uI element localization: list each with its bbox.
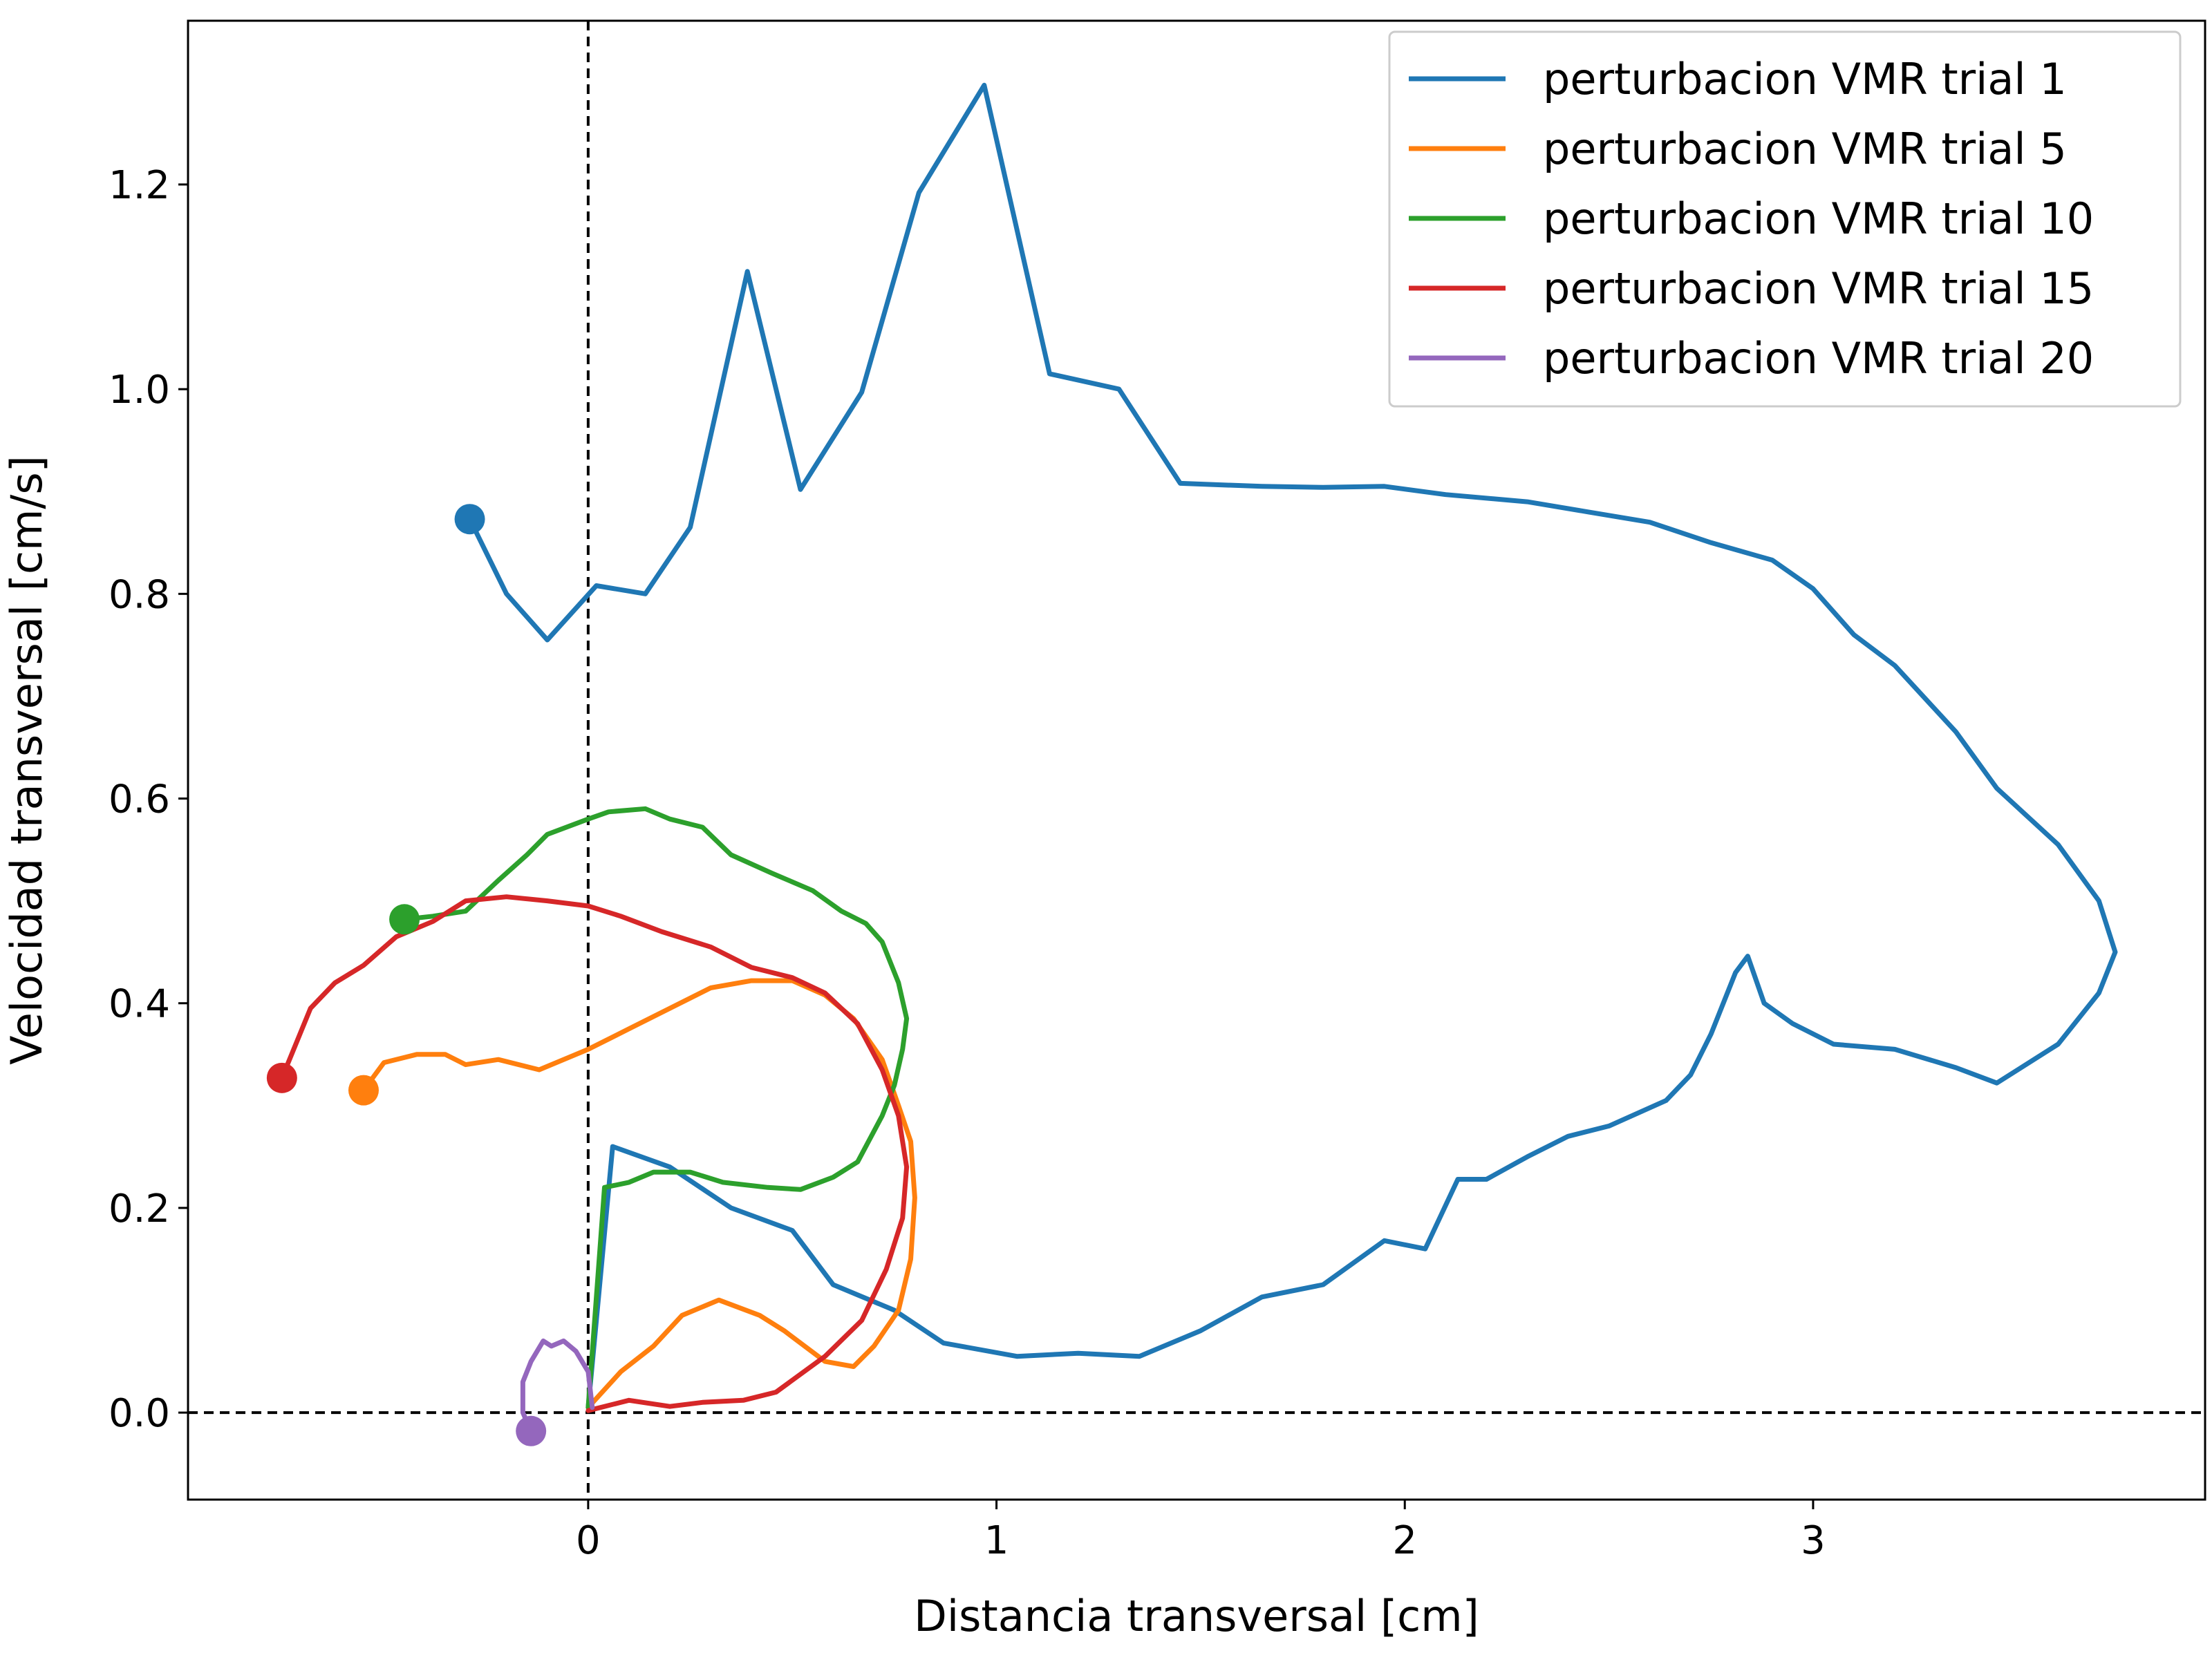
series-start-marker-5 [516, 1415, 547, 1446]
y-tick-label: 0.4 [109, 982, 170, 1027]
y-tick-label: 1.0 [109, 368, 170, 413]
y-tick-label: 0.2 [109, 1187, 170, 1231]
series-start-marker-1 [454, 504, 485, 535]
x-axis-ticks: 0 1 2 3 [576, 1500, 1826, 1563]
legend-label-2: perturbacion VMR trial 5 [1543, 124, 2067, 174]
series-line-5 [520, 1338, 595, 1434]
series-line-1 [467, 82, 2118, 1410]
x-tick-label: 3 [1801, 1518, 1826, 1563]
legend-label-5: perturbacion VMR trial 20 [1543, 333, 2094, 384]
y-tick-label: 0.8 [109, 572, 170, 617]
legend-box [1388, 30, 2182, 408]
y-axis-ticks: 0.0 0.2 0.4 0.6 0.8 1.0 1.2 [109, 163, 188, 1436]
series-line-3 [402, 806, 910, 1410]
legend-label-4: perturbacion VMR trial 15 [1543, 263, 2094, 314]
legend: perturbacion VMR trial 1 perturbacion VMR… [1388, 30, 2182, 408]
x-tick-label: 0 [576, 1518, 601, 1563]
legend-items: perturbacion VMR trial 1 perturbacion VMR… [1409, 54, 2094, 384]
y-tick-label: 0.6 [109, 777, 170, 822]
legend-label-1: perturbacion VMR trial 1 [1543, 54, 2067, 104]
series-start-marker-4 [266, 1062, 297, 1093]
series-layer [279, 82, 2118, 1434]
series-line-2 [361, 978, 917, 1410]
x-tick-label: 1 [984, 1518, 1009, 1563]
legend-label-3: perturbacion VMR trial 10 [1543, 193, 2094, 244]
series-start-marker-3 [389, 904, 420, 935]
marker-layer [266, 504, 547, 1446]
y-tick-label: 0.0 [109, 1391, 170, 1436]
series-start-marker-2 [348, 1075, 379, 1106]
x-tick-label: 2 [1392, 1518, 1417, 1563]
plot-area-frame [187, 19, 2206, 1501]
y-axis-label: Velocidad transversal [cm/s] [1, 455, 52, 1065]
series-line-4 [279, 894, 910, 1413]
y-tick-label: 1.2 [109, 163, 170, 208]
x-axis-label: Distancia transversal [cm] [914, 1591, 1479, 1641]
